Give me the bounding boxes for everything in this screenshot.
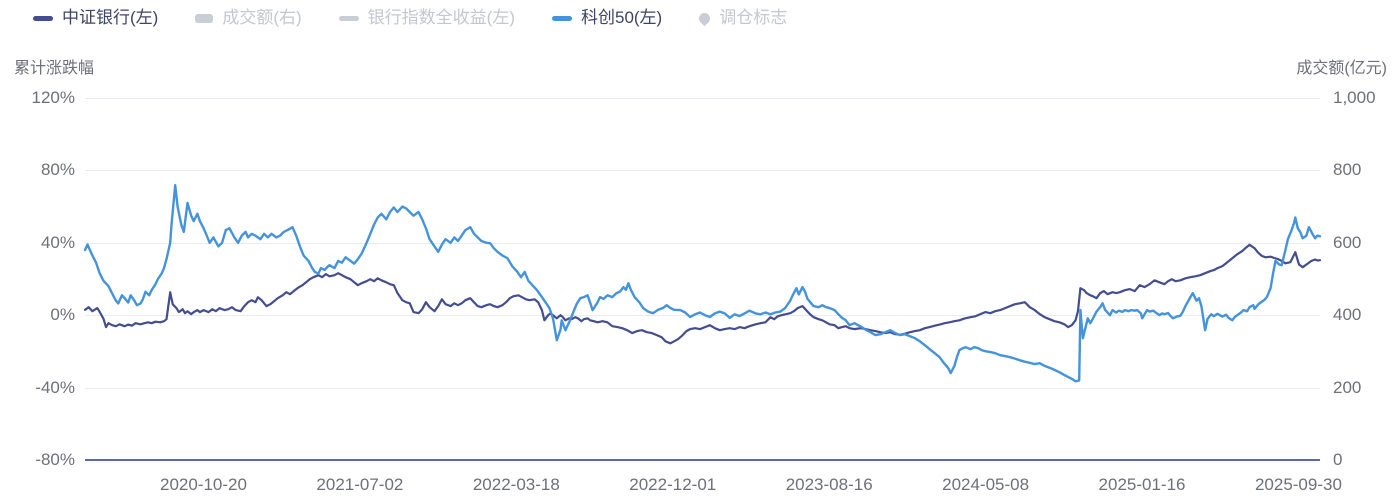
left-tick-label: 120% xyxy=(31,88,75,107)
legend-item-1[interactable]: 中证银行(左) xyxy=(33,6,158,30)
x-tick-label: 2022-12-01 xyxy=(629,475,717,494)
line-marker-icon xyxy=(338,15,359,21)
left-tick-label: 40% xyxy=(40,232,75,252)
right-tick-label: 800 xyxy=(1333,160,1362,180)
right-tick-label: 600 xyxy=(1333,232,1362,252)
gridline xyxy=(85,170,1320,172)
gridline xyxy=(85,98,1320,99)
right-axis-title: 成交额(亿元) xyxy=(1296,60,1387,77)
left-tick-label: 80% xyxy=(40,160,75,180)
gridline xyxy=(85,315,1320,317)
plot-area xyxy=(83,98,1322,461)
line-marker-icon xyxy=(551,15,572,21)
bar-marker-icon xyxy=(195,13,214,23)
series-line-zhongzheng-bank xyxy=(83,243,1322,345)
legend-item-label: 银行指数全收益(左) xyxy=(367,8,515,27)
x-axis-line xyxy=(85,459,1320,461)
x-tick-label: 2023-08-16 xyxy=(785,475,873,494)
right-axis-ticks: 1,000 800 600 400 200 0 xyxy=(1333,88,1392,469)
x-tick-label: 2024-05-08 xyxy=(942,475,1030,494)
pin-marker-icon xyxy=(696,10,713,26)
x-tick-label: 2022-03-18 xyxy=(472,475,560,494)
legend-item-2[interactable]: 成交额(右) xyxy=(195,6,302,30)
x-tick-label: 2025-01-16 xyxy=(1098,475,1186,494)
x-tick-label: 2021-07-02 xyxy=(316,475,404,494)
right-tick-label: 1,000 xyxy=(1333,88,1376,107)
left-tick-label: 0% xyxy=(50,305,75,325)
right-tick-label: 200 xyxy=(1333,377,1362,397)
legend-item-label: 调仓标志 xyxy=(719,8,788,27)
legend-item-label: 成交额(右) xyxy=(222,8,302,27)
left-tick-label: -40% xyxy=(35,377,75,397)
legend-item-4[interactable]: 科创50(左) xyxy=(551,6,663,30)
legend-item-label: 科创50(左) xyxy=(580,8,663,27)
legend-item-5[interactable]: 调仓标志 xyxy=(696,6,788,30)
left-tick-label: -80% xyxy=(35,450,75,469)
x-tick-label: 2025-09-30 xyxy=(1254,475,1342,494)
series-line-star50 xyxy=(83,183,1322,383)
legend: 中证银行(左) 成交额(右) 银行指数全收益(左) 科创50(左) 调仓标志 xyxy=(33,6,787,30)
left-axis-title: 累计涨跌幅 xyxy=(14,60,95,77)
right-tick-label: 0 xyxy=(1333,450,1343,469)
gridline xyxy=(85,242,1320,244)
x-axis-ticks: 2020-10-20 2021-07-02 2022-03-18 2022-12-01… xyxy=(160,475,1342,495)
left-axis-ticks: 120% 80% 40% 0% -40% -80% xyxy=(0,88,76,469)
line-marker-icon xyxy=(33,15,53,21)
legend-item-label: 中证银行(左) xyxy=(62,8,159,27)
gridline xyxy=(85,387,1320,389)
right-tick-label: 400 xyxy=(1333,305,1362,325)
series-svg xyxy=(83,183,1322,383)
legend-item-3[interactable]: 银行指数全收益(左) xyxy=(338,6,515,30)
x-tick-label: 2020-10-20 xyxy=(160,475,247,494)
